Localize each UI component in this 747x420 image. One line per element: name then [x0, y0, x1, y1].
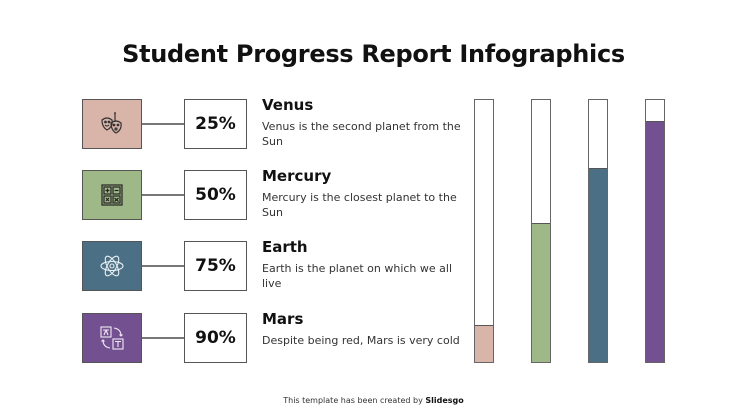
connector-line	[142, 265, 184, 267]
row-description-mercury: Mercury is the closest planet to the Sun	[262, 191, 457, 219]
percent-box-mars: 90%	[184, 313, 247, 363]
progress-row-earth: 75% Earth Earth is the planet on which w…	[82, 238, 462, 291]
atom-icon	[100, 255, 124, 277]
icon-tile-earth	[82, 241, 142, 291]
row-description-mars: Despite being red, Mars is very cold	[262, 334, 460, 347]
connector-line	[142, 194, 184, 196]
progress-row-mars: 90% Mars Despite being red, Mars is very…	[82, 310, 462, 363]
icon-tile-mars	[82, 313, 142, 363]
progress-row-venus: 25% Venus Venus is the second planet fro…	[82, 96, 462, 149]
progress-row-mercury: 50% Mercury Mercury is the closest plane…	[82, 167, 462, 220]
row-title-earth: Earth	[262, 238, 308, 256]
percent-box-venus: 25%	[184, 99, 247, 149]
theater-masks-palette-icon	[101, 112, 122, 134]
row-title-mercury: Mercury	[262, 167, 332, 185]
percent-box-earth: 75%	[184, 241, 247, 291]
row-description-venus: Venus is the second planet from the Sun	[262, 120, 461, 148]
row-title-venus: Venus	[262, 96, 314, 114]
progress-bar-mars	[645, 99, 665, 363]
connector-line	[142, 337, 184, 339]
icon-tile-mercury	[82, 170, 142, 220]
footer-credit: This template has been created by Slides…	[0, 396, 747, 405]
percent-box-mercury: 50%	[184, 170, 247, 220]
connector-line	[142, 123, 184, 125]
progress-bar-fill-venus	[475, 325, 493, 362]
footer-brand: Slidesgo	[425, 396, 464, 405]
calculator-icon	[101, 184, 123, 206]
row-title-mars: Mars	[262, 310, 304, 328]
progress-bar-mercury	[531, 99, 551, 363]
progress-bar-venus	[474, 99, 494, 363]
language-translation-icon	[100, 326, 124, 350]
row-description-earth: Earth is the planet on which we all live	[262, 262, 453, 290]
progress-bar-earth	[588, 99, 608, 363]
progress-bar-fill-earth	[589, 168, 607, 362]
progress-bar-fill-mars	[646, 120, 664, 362]
icon-tile-venus	[82, 99, 142, 149]
page-title: Student Progress Report Infographics	[122, 40, 625, 68]
footer-text: This template has been created by	[283, 396, 426, 405]
progress-bar-fill-mercury	[532, 223, 550, 362]
